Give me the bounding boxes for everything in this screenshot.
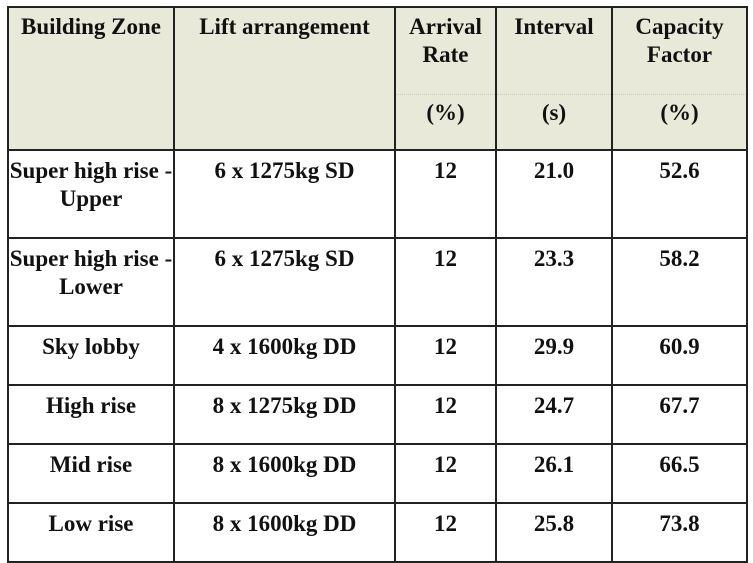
cell-arrival: 12 (394, 325, 497, 386)
table-body: Super high rise - Upper 6 x 1275kg SD 12… (7, 149, 748, 563)
cell-capacity: 58.2 (611, 237, 748, 327)
cell-capacity: 66.5 (611, 443, 748, 504)
cell-lift: 8 x 1600kg DD (173, 502, 396, 563)
cell-lift: 4 x 1600kg DD (173, 325, 396, 386)
header-building-zone: Building Zone (7, 6, 175, 151)
cell-zone: Sky lobby (7, 325, 175, 386)
header-title: Building Zone (21, 14, 161, 39)
cell-capacity: 52.6 (611, 149, 748, 239)
header-divider (396, 94, 495, 95)
lift-performance-table: Building Zone Lift arrangement Arrival R… (7, 6, 748, 563)
cell-interval: 24.7 (495, 384, 613, 445)
cell-interval: 21.0 (495, 149, 613, 239)
header-title: Interval (514, 14, 594, 39)
header-capacity-factor: Capacity Factor (%) (611, 6, 748, 151)
table-row: High rise 8 x 1275kg DD 12 24.7 67.7 (7, 384, 748, 445)
table-header: Building Zone Lift arrangement Arrival R… (7, 6, 748, 151)
cell-lift: 8 x 1275kg DD (173, 384, 396, 445)
header-unit: (%) (660, 100, 699, 125)
cell-interval: 25.8 (495, 502, 613, 563)
cell-lift: 8 x 1600kg DD (173, 443, 396, 504)
header-title: Lift arrangement (199, 14, 370, 39)
cell-zone: Super high rise - Lower (7, 237, 175, 327)
header-divider (497, 94, 611, 95)
cell-lift: 6 x 1275kg SD (173, 237, 396, 327)
cell-zone: High rise (7, 384, 175, 445)
header-unit: (s) (541, 100, 567, 125)
header-title: Arrival Rate (409, 14, 482, 67)
cell-zone: Super high rise - Upper (7, 149, 175, 239)
cell-interval: 23.3 (495, 237, 613, 327)
table-row: Super high rise - Lower 6 x 1275kg SD 12… (7, 237, 748, 327)
cell-capacity: 60.9 (611, 325, 748, 386)
table-row: Sky lobby 4 x 1600kg DD 12 29.9 60.9 (7, 325, 748, 386)
cell-capacity: 73.8 (611, 502, 748, 563)
lift-performance-table-container: Building Zone Lift arrangement Arrival R… (7, 6, 748, 563)
cell-interval: 29.9 (495, 325, 613, 386)
cell-lift: 6 x 1275kg SD (173, 149, 396, 239)
header-arrival-rate: Arrival Rate (%) (394, 6, 497, 151)
cell-interval: 26.1 (495, 443, 613, 504)
cell-arrival: 12 (394, 502, 497, 563)
cell-capacity: 67.7 (611, 384, 748, 445)
header-divider (613, 94, 746, 95)
table-row: Mid rise 8 x 1600kg DD 12 26.1 66.5 (7, 443, 748, 504)
header-unit: (%) (426, 100, 465, 125)
header-title: Capacity Factor (635, 14, 724, 67)
header-lift-arrangement: Lift arrangement (173, 6, 396, 151)
table-row: Super high rise - Upper 6 x 1275kg SD 12… (7, 149, 748, 239)
cell-arrival: 12 (394, 443, 497, 504)
cell-zone: Mid rise (7, 443, 175, 504)
cell-arrival: 12 (394, 149, 497, 239)
cell-zone: Low rise (7, 502, 175, 563)
header-row: Building Zone Lift arrangement Arrival R… (7, 6, 748, 151)
cell-arrival: 12 (394, 237, 497, 327)
table-row: Low rise 8 x 1600kg DD 12 25.8 73.8 (7, 502, 748, 563)
cell-arrival: 12 (394, 384, 497, 445)
header-interval: Interval (s) (495, 6, 613, 151)
